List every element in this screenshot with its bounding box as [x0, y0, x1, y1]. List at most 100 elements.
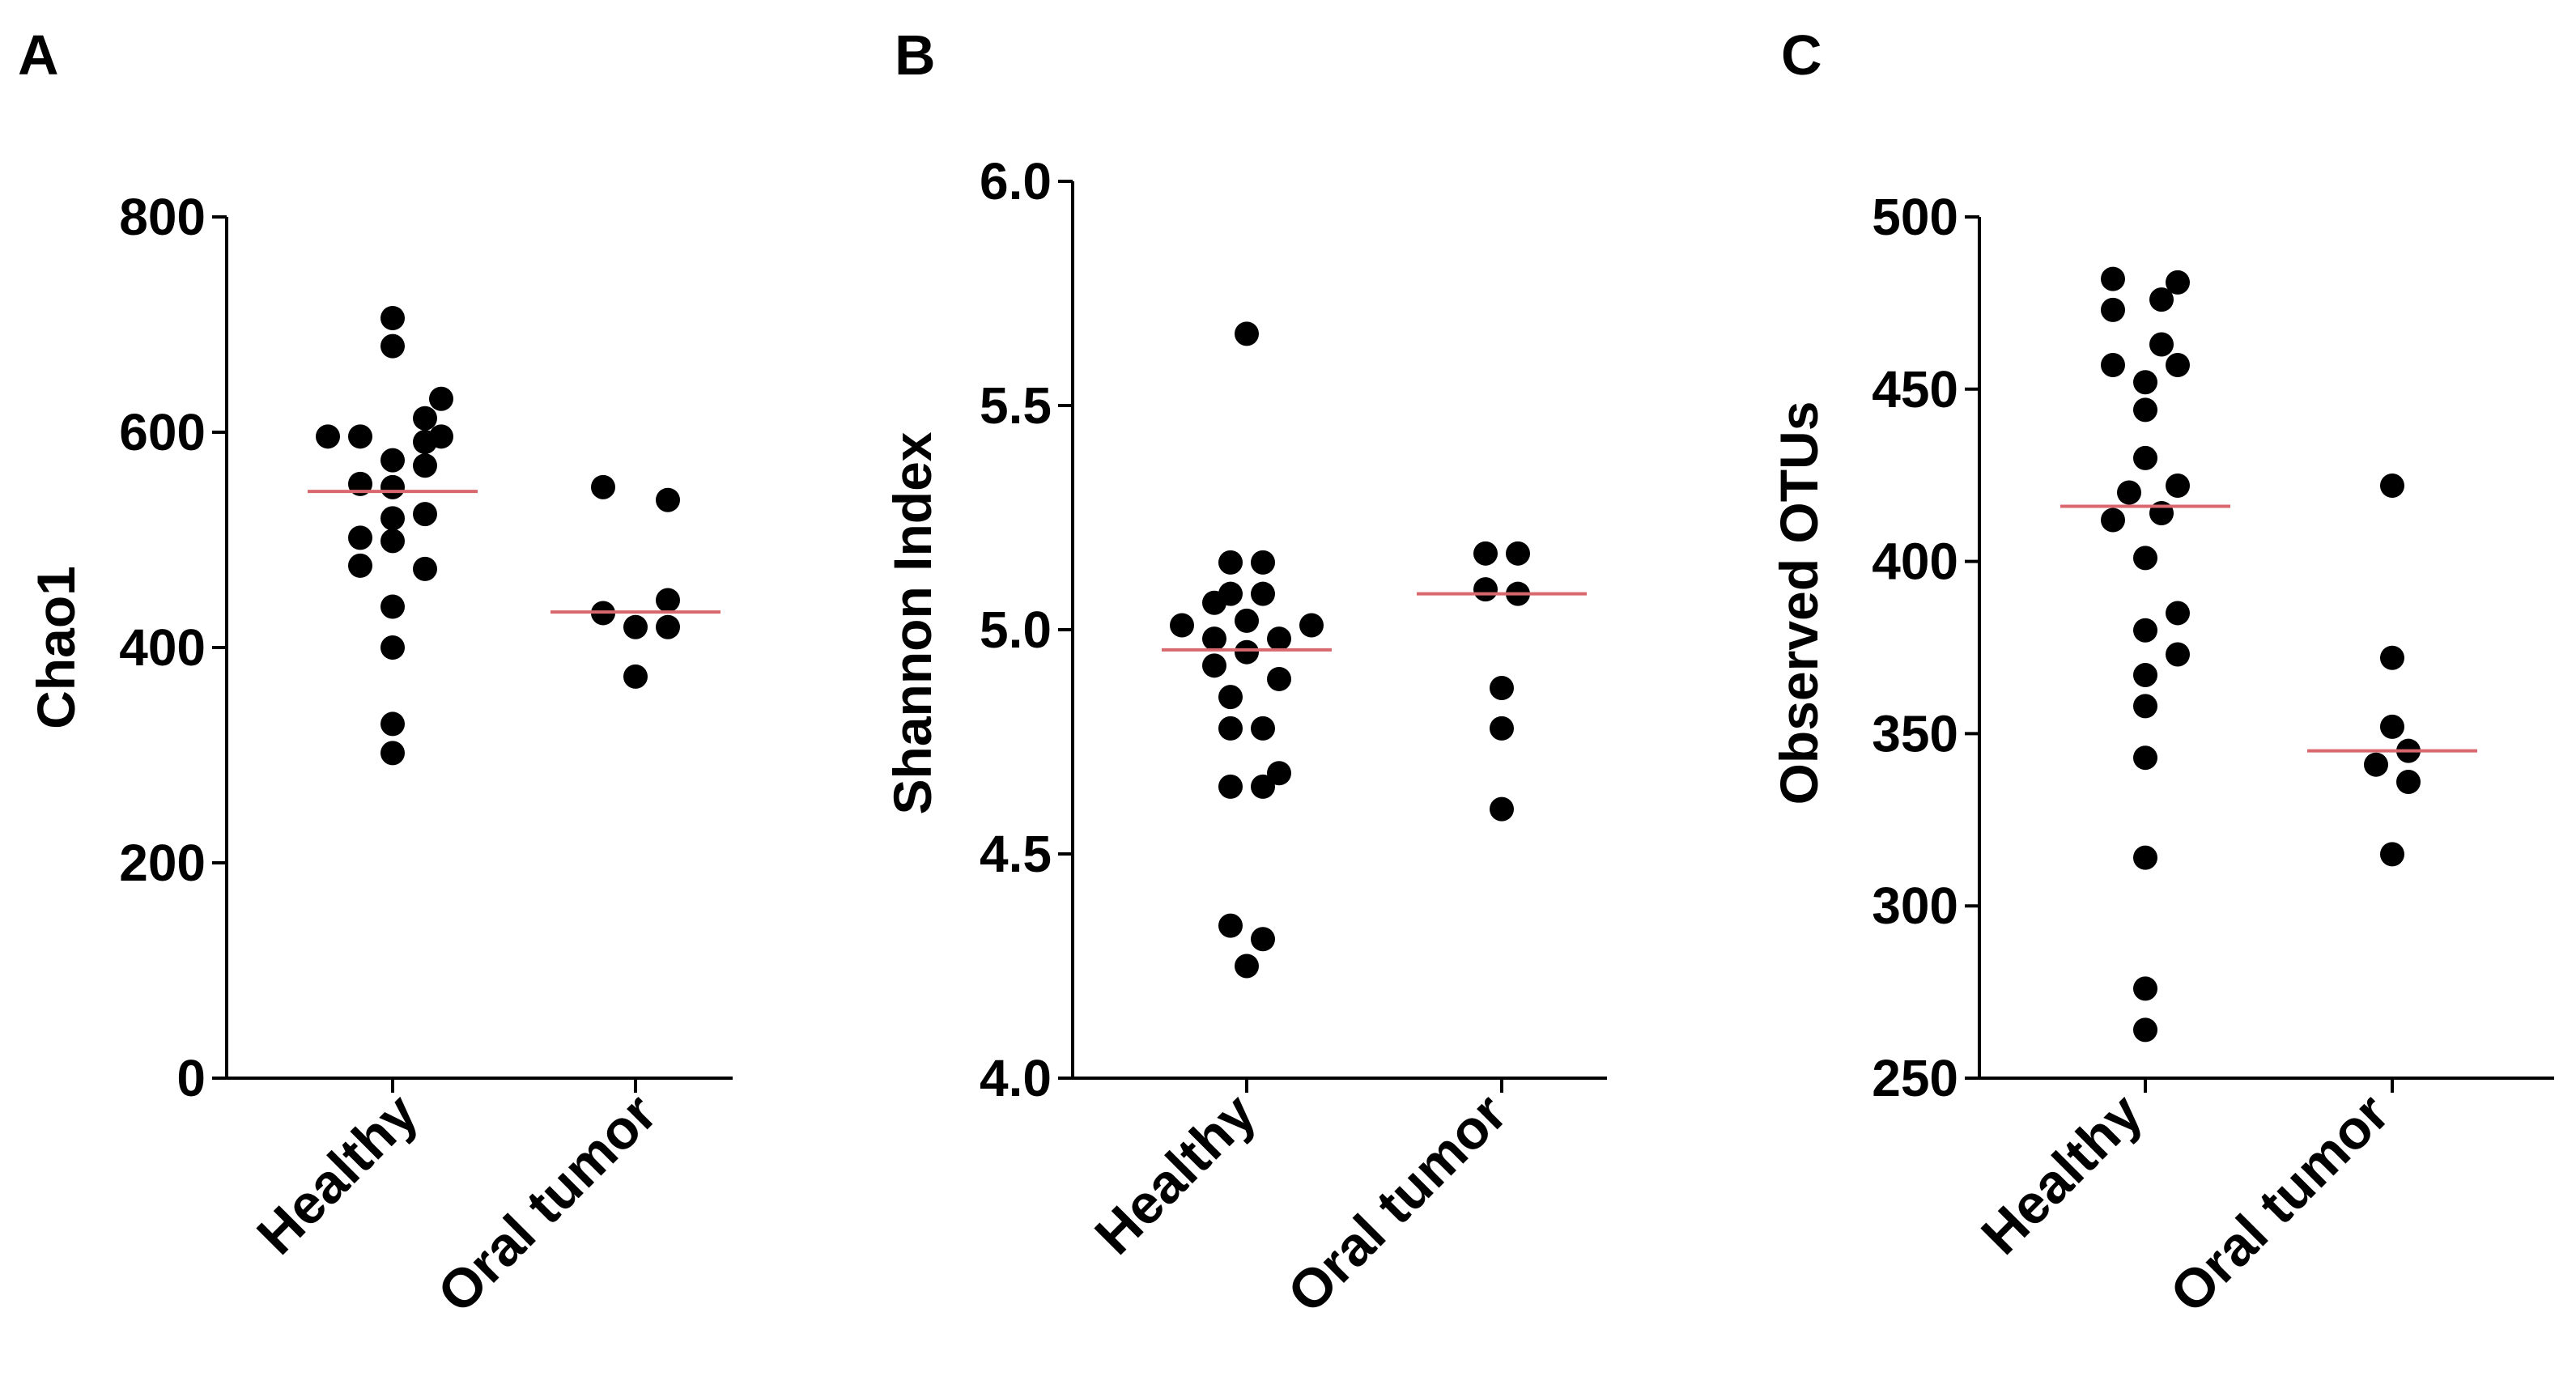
data-point [1267, 666, 1291, 691]
data-point [1251, 550, 1275, 575]
data-point [380, 594, 405, 619]
data-point [348, 424, 372, 449]
data-point [1218, 716, 1243, 741]
data-point [2380, 714, 2404, 739]
data-point [380, 306, 405, 331]
data-point [2166, 601, 2190, 626]
data-point [1218, 550, 1243, 575]
data-point [2166, 270, 2190, 295]
x-category-label: Oral tumor [1276, 1082, 1519, 1325]
y-tick-label: 400 [1872, 533, 1958, 591]
data-point [2380, 473, 2404, 498]
data-point [2133, 618, 2157, 643]
plot-area: 0 200 400 600 800 [119, 188, 733, 1107]
panel-label: A [18, 23, 59, 87]
data-point [2149, 287, 2174, 312]
data-point [380, 333, 405, 359]
data-point [2117, 480, 2141, 505]
data-point [1251, 774, 1275, 799]
data-point [1506, 541, 1530, 566]
y-tick-label: 5.5 [980, 376, 1052, 435]
data-point [316, 424, 340, 449]
y-tick-label: 200 [119, 834, 206, 892]
data-point [380, 506, 405, 531]
data-point [380, 529, 405, 554]
data-point [413, 453, 437, 478]
data-point [2133, 546, 2157, 571]
data-point [413, 502, 437, 527]
x-category-label: Healthy [1970, 1082, 2154, 1267]
x-category-label: Healthy [245, 1082, 430, 1267]
panel-c: C Observed OTUs 250 300 350 400 450 500 Healt… [1769, 23, 2554, 1324]
data-point [1235, 321, 1259, 346]
data-point [656, 614, 680, 639]
data-point [1202, 590, 1226, 615]
data-point [2133, 1017, 2157, 1043]
data-point [1251, 927, 1275, 952]
data-point [413, 429, 437, 454]
data-point [380, 711, 405, 737]
y-tick-label: 800 [119, 188, 206, 246]
data-point [1235, 953, 1259, 979]
x-category-label: Healthy [1083, 1082, 1268, 1267]
data-point [2133, 663, 2157, 688]
data-point [380, 448, 405, 473]
data-point [623, 614, 648, 639]
data-point [2380, 842, 2404, 867]
data-point [413, 556, 437, 581]
data-point [1251, 716, 1275, 741]
y-axis-title: Chao1 [26, 566, 86, 729]
data-point [1473, 541, 1498, 566]
y-tick-label: 350 [1872, 704, 1958, 762]
data-point [2396, 769, 2421, 794]
plot-area: 4.0 4.5 5.0 5.5 6.0 [980, 152, 1607, 1107]
data-point [2149, 332, 2174, 357]
data-point [413, 406, 437, 431]
data-point [1218, 913, 1243, 938]
data-point [2133, 845, 2157, 870]
y-tick-label: 4.0 [980, 1049, 1052, 1107]
data-point [656, 487, 680, 512]
data-point [1299, 613, 1324, 638]
data-point [1490, 716, 1514, 741]
data-point [1267, 761, 1291, 786]
y-tick-label: 450 [1872, 360, 1958, 418]
data-point [2133, 397, 2157, 423]
y-tick-label: 4.5 [980, 825, 1052, 883]
data-point [1235, 608, 1259, 633]
data-point [1170, 613, 1194, 638]
data-point [380, 474, 405, 499]
panel-b: B Shannon Index 4.04.55.05.56.0 Healthy … [882, 23, 1607, 1324]
data-point [2133, 445, 2157, 470]
y-tick-label: 500 [1872, 188, 1958, 246]
y-tick-label: 400 [119, 618, 206, 677]
data-point [1490, 676, 1514, 701]
y-tick-label: 250 [1872, 1049, 1958, 1107]
x-category-label: Oral tumor [2158, 1082, 2401, 1325]
data-point [1490, 796, 1514, 822]
x-category-label: Oral tumor [426, 1082, 669, 1325]
data-point [1235, 639, 1259, 665]
data-point [2101, 353, 2125, 378]
y-tick-label: 600 [119, 403, 206, 461]
data-point [2133, 745, 2157, 771]
data-point [348, 553, 372, 578]
data-point [1202, 626, 1226, 652]
y-tick-label: 6.0 [980, 152, 1052, 210]
data-point [2166, 353, 2190, 378]
data-point [2101, 508, 2125, 533]
y-axis-title: Shannon Index [882, 431, 942, 814]
panel-label: C [1781, 23, 1822, 87]
data-point [2133, 976, 2157, 1001]
data-point [1218, 685, 1243, 710]
data-point [2101, 297, 2125, 322]
data-point [1218, 774, 1243, 799]
data-point [2133, 370, 2157, 395]
data-point [2166, 473, 2190, 498]
panel-label: B [895, 23, 936, 87]
y-axis-title: Observed OTUs [1769, 401, 1829, 805]
panel-a: A Chao1 0 200 400 600 800 Healthy Oral tumor [18, 23, 733, 1324]
y-tick-label: 5.0 [980, 601, 1052, 659]
data-point [1202, 653, 1226, 678]
